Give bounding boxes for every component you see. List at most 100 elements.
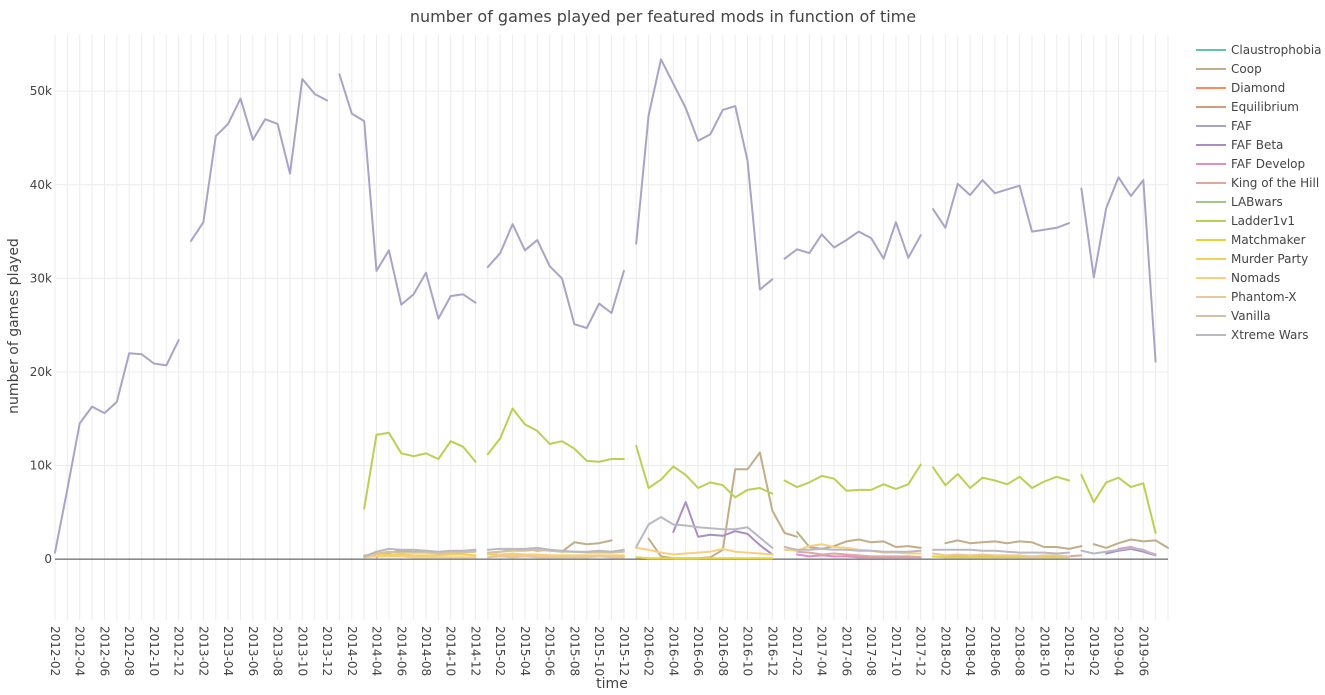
series-line-faf[interactable]: [190, 78, 329, 242]
legend: Claustrophobia Coop Diamond Equilibrium FAF F…: [1196, 43, 1322, 342]
legend-item-faf-develop[interactable]: FAF Develop: [1196, 157, 1305, 171]
x-tick-label: 2012-08: [122, 626, 136, 676]
series-line-king-of-the-hill[interactable]: [796, 550, 922, 559]
y-tick-label: 30k: [30, 271, 52, 285]
series-line-faf[interactable]: [932, 179, 1071, 233]
legend-item-coop[interactable]: Coop: [1196, 62, 1262, 76]
x-tick-label: 2015-10: [592, 626, 606, 676]
legend-label: FAF: [1231, 119, 1252, 133]
series-line-phantom-x[interactable]: [932, 552, 1071, 558]
legend-label: FAF Beta: [1231, 138, 1283, 152]
x-tick-label: 2017-10: [889, 626, 903, 676]
legend-label: Equilibrium: [1231, 100, 1299, 114]
y-tick-label: 40k: [30, 178, 52, 192]
legend-item-equilibrium[interactable]: Equilibrium: [1196, 100, 1299, 114]
x-tick-label: 2017-06: [839, 626, 853, 676]
x-tick-label: 2016-08: [716, 626, 730, 676]
legend-item-nomads[interactable]: Nomads: [1196, 271, 1280, 285]
x-tick-label: 2013-06: [246, 626, 260, 676]
legend-item-king-of-the-hill[interactable]: King of the Hill: [1196, 176, 1319, 190]
legend-item-ladder1v1[interactable]: Ladder1v1: [1196, 214, 1295, 228]
series-line-faf[interactable]: [486, 223, 625, 329]
x-tick-label: 2014-06: [394, 626, 408, 676]
legend-item-faf[interactable]: FAF: [1196, 119, 1252, 133]
legend-label: Matchmaker: [1231, 233, 1306, 247]
series-line-murder-party[interactable]: [363, 553, 477, 557]
x-tick-label: 2019-06: [1136, 626, 1150, 676]
legend-label: King of the Hill: [1231, 176, 1319, 190]
x-tick-label: 2013-10: [295, 626, 309, 676]
series-line-faf-beta[interactable]: [672, 501, 774, 556]
series-line-nomads[interactable]: [635, 546, 774, 556]
x-tick-label: 2013-02: [196, 626, 210, 676]
series-line-ladder1v1[interactable]: [635, 444, 774, 499]
x-tick-label: 2018-10: [1037, 626, 1051, 676]
x-axis-ticks: 2012-02 2012-04 2012-06 2012-08 2012-10 2012-…: [48, 626, 1150, 676]
legend-item-diamond[interactable]: Diamond: [1196, 81, 1285, 95]
series-line-xtreme-wars[interactable]: [635, 516, 774, 549]
series-line-coop[interactable]: [944, 539, 1083, 550]
x-tick-label: 2015-02: [493, 626, 507, 676]
y-tick-label: 50k: [30, 84, 52, 98]
series-line-ladder1v1[interactable]: [783, 463, 922, 492]
series-line-phantom-x[interactable]: [486, 555, 625, 559]
y-axis-ticks: 0 10k 20k 30k 40k 50k: [30, 84, 52, 566]
plot-area: [54, 58, 1169, 560]
series-line-faf[interactable]: [635, 58, 774, 291]
series-line-ladder1v1[interactable]: [363, 431, 477, 510]
x-tick-label: 2012-06: [97, 626, 111, 676]
series-line-nomads[interactable]: [783, 543, 922, 555]
y-tick-label: 20k: [30, 365, 52, 379]
series-line-xtreme-wars[interactable]: [363, 547, 477, 558]
legend-item-murder-party[interactable]: Murder Party: [1196, 252, 1308, 266]
legend-item-vanilla[interactable]: Vanilla: [1196, 309, 1271, 323]
x-tick-label: 2018-02: [938, 626, 952, 676]
x-tick-label: 2013-12: [320, 626, 334, 676]
legend-item-phantom-x[interactable]: Phantom-X: [1196, 290, 1297, 304]
series-line-xtreme-wars[interactable]: [932, 548, 1071, 555]
x-tick-label: 2012-10: [147, 626, 161, 676]
legend-label: Ladder1v1: [1231, 214, 1295, 228]
x-tick-label: 2012-02: [48, 626, 62, 676]
legend-item-xtreme-wars[interactable]: Xtreme Wars: [1196, 328, 1309, 342]
series-line-faf[interactable]: [54, 339, 180, 554]
x-tick-label: 2015-06: [543, 626, 557, 676]
series-line-faf[interactable]: [1080, 176, 1157, 363]
x-tick-label: 2016-12: [765, 626, 779, 676]
series-line-ladder1v1[interactable]: [932, 466, 1071, 489]
series-line-faf[interactable]: [783, 221, 922, 260]
series-line-xtreme-wars[interactable]: [486, 546, 625, 553]
series-line-faf[interactable]: [338, 73, 477, 320]
series-line-matchmaker[interactable]: [635, 556, 774, 560]
series-line-ladder1v1[interactable]: [1080, 473, 1157, 534]
x-tick-label: 2018-12: [1062, 626, 1076, 676]
legend-item-faf-beta[interactable]: FAF Beta: [1196, 138, 1283, 152]
series-line-xtreme-wars[interactable]: [783, 546, 922, 553]
x-tick-label: 2019-02: [1087, 626, 1101, 676]
series-line-vanilla[interactable]: [363, 550, 477, 558]
legend-label: FAF Develop: [1231, 157, 1305, 171]
x-tick-label: 2014-02: [345, 626, 359, 676]
x-tick-label: 2018-06: [988, 626, 1002, 676]
legend-label: Claustrophobia: [1231, 43, 1322, 57]
x-tick-label: 2015-04: [518, 626, 532, 676]
series-line-matchmaker[interactable]: [932, 555, 1071, 559]
x-tick-label: 2014-10: [444, 626, 458, 676]
x-tick-label: 2013-08: [271, 626, 285, 676]
series-line-coop[interactable]: [1092, 538, 1169, 549]
x-tick-label: 2014-12: [468, 626, 482, 676]
x-tick-label: 2012-04: [73, 626, 87, 676]
series-line-ladder1v1[interactable]: [486, 407, 625, 463]
x-tick-label: 2016-10: [741, 626, 755, 676]
legend-item-labwars[interactable]: LABwars: [1196, 195, 1283, 209]
series-line-nomads[interactable]: [363, 555, 477, 559]
legend-label: Diamond: [1231, 81, 1285, 95]
legend-item-matchmaker[interactable]: Matchmaker: [1196, 233, 1306, 247]
x-tick-label: 2019-04: [1112, 626, 1126, 676]
series-line-xtreme-wars[interactable]: [1080, 546, 1157, 557]
x-tick-label: 2017-02: [790, 626, 804, 676]
legend-item-claustrophobia[interactable]: Claustrophobia: [1196, 43, 1322, 57]
legend-label: Coop: [1231, 62, 1262, 76]
legend-label: Murder Party: [1231, 252, 1308, 266]
